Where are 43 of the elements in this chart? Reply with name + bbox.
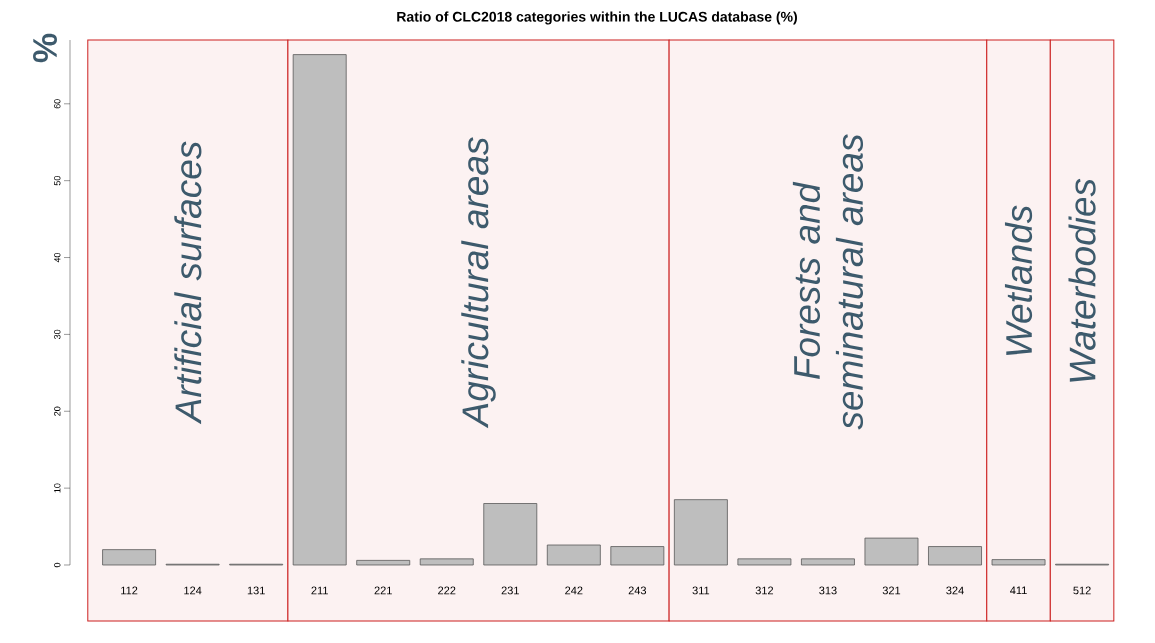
x-tick-label: 211 — [311, 586, 328, 595]
x-tick-label: 222 — [438, 586, 456, 595]
y-tick-label: 50 — [54, 176, 61, 186]
bar — [356, 559, 411, 566]
x-tick-label: 313 — [819, 586, 837, 595]
bar — [991, 559, 1046, 566]
bar — [673, 499, 728, 566]
y-tick-label: 0 — [54, 562, 61, 568]
bar — [610, 546, 665, 566]
bar — [292, 54, 347, 566]
y-axis-title: % — [33, 33, 57, 63]
x-tick-label: 243 — [628, 586, 647, 595]
band-label: Agricultural areas — [461, 137, 496, 429]
bar — [483, 503, 538, 566]
x-tick-label: 324 — [946, 586, 964, 595]
bar — [737, 558, 792, 566]
bar — [419, 558, 474, 566]
bar — [864, 537, 919, 566]
band-label: Wetlands — [1004, 205, 1033, 356]
y-tick-label: 60 — [54, 99, 61, 109]
band-label: Waterbodies — [1068, 178, 1096, 382]
x-tick-label: 512 — [1073, 586, 1091, 595]
x-tick-label: 312 — [755, 586, 774, 595]
y-tick-label: 10 — [54, 483, 61, 493]
chart-title: Ratio of CLC2018 categories within the LUCAS database (%) — [397, 11, 797, 25]
x-tick-label: 411 — [1010, 586, 1027, 595]
x-tick-label: 242 — [565, 586, 583, 595]
y-tick-label: 40 — [54, 252, 61, 263]
band-label: Forests and seminatural areas — [792, 134, 864, 430]
x-tick-label: 231 — [501, 586, 519, 595]
x-tick-label: 311 — [692, 586, 710, 595]
y-tick-label: 20 — [54, 406, 61, 416]
bar — [928, 546, 982, 566]
x-tick-label: 321 — [882, 586, 901, 595]
x-tick-label: 124 — [184, 586, 202, 595]
y-tick-label: 30 — [54, 329, 61, 340]
x-tick-label: 112 — [121, 586, 138, 595]
bar — [102, 549, 157, 566]
band-label: Artificial surfaces — [174, 141, 202, 425]
x-tick-label: 131 — [247, 586, 265, 595]
x-tick-label: 221 — [374, 586, 392, 595]
bar — [546, 544, 601, 566]
bar — [801, 558, 855, 566]
